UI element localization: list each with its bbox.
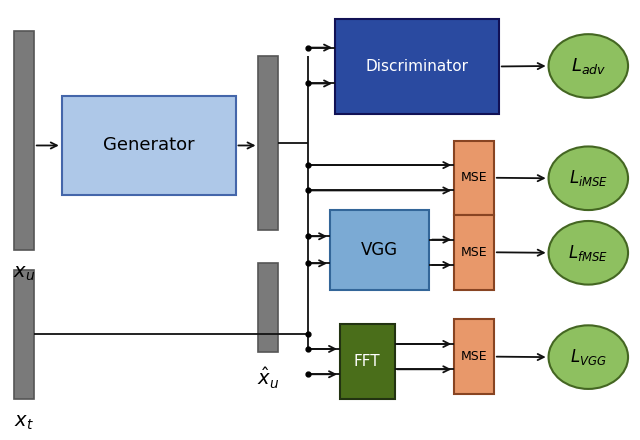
Text: MSE: MSE [461,246,487,259]
Text: VGG: VGG [361,241,398,259]
Text: Generator: Generator [103,136,195,154]
Text: $\it{L}_{adv}$: $\it{L}_{adv}$ [571,56,606,76]
FancyBboxPatch shape [14,31,34,250]
Text: MSE: MSE [461,171,487,184]
Text: $\it{L}_{iMSE}$: $\it{L}_{iMSE}$ [569,168,608,188]
FancyBboxPatch shape [454,140,494,215]
Text: Discriminator: Discriminator [365,59,468,74]
FancyBboxPatch shape [340,324,394,399]
Ellipse shape [548,221,628,285]
FancyBboxPatch shape [335,19,499,114]
Text: FFT: FFT [354,354,381,369]
FancyBboxPatch shape [259,56,278,230]
FancyBboxPatch shape [330,210,429,290]
Text: $\hat{x}_u$: $\hat{x}_u$ [257,366,280,391]
Text: $\it{L}_{VGG}$: $\it{L}_{VGG}$ [570,347,607,367]
FancyBboxPatch shape [259,263,278,352]
Ellipse shape [548,325,628,389]
Text: $x_t$: $x_t$ [14,413,34,432]
FancyBboxPatch shape [14,270,34,399]
FancyBboxPatch shape [61,96,236,195]
FancyBboxPatch shape [454,319,494,394]
Ellipse shape [548,34,628,98]
FancyBboxPatch shape [454,215,494,290]
Ellipse shape [548,147,628,210]
Text: $\it{L}_{fMSE}$: $\it{L}_{fMSE}$ [568,243,609,263]
Text: $x_u$: $x_u$ [13,264,35,283]
Text: MSE: MSE [461,350,487,363]
